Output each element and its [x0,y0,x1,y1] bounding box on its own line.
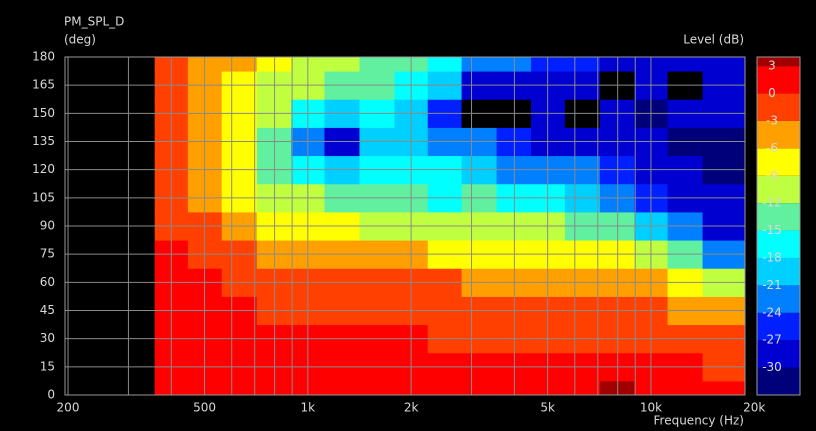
y-tick-label: 165 [32,78,55,92]
colorbar-band [757,57,800,67]
colorbar-tick-label: -18 [762,250,782,264]
heat-cell [702,380,745,395]
y-tick-label: 75 [40,247,55,261]
y-tick-label: 60 [40,275,55,289]
colorbar-band [757,175,800,204]
y-tick-label: 30 [40,331,55,345]
colorbar-tick-label: -9 [766,168,778,182]
heat-cell [324,57,360,72]
x-tick-label: 200 [57,401,80,415]
x-tick-label: 10k [640,401,662,415]
x-axis-label: Frequency (Hz) [654,414,745,428]
y-tick-label: 135 [32,134,55,148]
colorbar-frame [756,56,801,396]
colorbar-band [757,93,800,121]
colorbar-tick-label: 0 [768,86,776,100]
heat-cell [359,380,395,395]
y-tick-label: 45 [40,303,55,317]
colorbar-band [757,148,800,176]
heat-cell [221,57,258,72]
y-axis-label: (deg) [64,33,96,47]
y-tick-label: 90 [40,219,55,233]
y-tick-label: 105 [32,190,55,204]
colorbar-band [757,66,800,94]
heat-cell [461,380,498,395]
colorbar-band [757,367,800,395]
y-tick-label: 150 [32,106,55,120]
colorbar-tick-label: 3 [768,59,776,73]
chart-title: PM_SPL_D [64,15,124,29]
x-tick-label: 2k [404,401,419,415]
x-tick-label: 500 [193,401,216,415]
heat-cell [324,380,360,395]
colorbar-band [757,120,800,149]
heat-cell [531,380,566,395]
x-tick-label: 1k [301,401,316,415]
colorbar-band [757,230,800,258]
heat-cell [531,57,566,72]
colorbar-tick-label: -27 [762,333,782,347]
colorbar-band [757,285,800,313]
colorbar-tick-label: -3 [766,113,778,127]
heat-cell [702,57,745,72]
colorbar-tick-label: -6 [766,141,778,155]
colorbar-tick-label: -12 [762,196,782,210]
colorbar-band [757,312,800,341]
x-tick-label: 5k [540,401,555,415]
y-tick-label: 180 [32,50,55,64]
colorbar-tick-label: -30 [762,360,782,374]
heat-cell [564,57,601,72]
heat-cell [187,57,223,72]
colorbar-tick-label: -24 [762,305,782,319]
overlay: 200 500 1k 2k 5k 10k 20k0153045607590105120135… [32,50,801,415]
heat-cell [359,57,395,72]
y-tick-label: 0 [47,388,55,402]
colorbar-label: Level (dB) [683,33,744,47]
colorbar-tick-label: -21 [762,278,782,292]
heat-cell [221,380,258,395]
heat-cell [427,380,463,395]
y-tick-label: 15 [40,359,55,373]
colorbar-band [757,257,800,286]
colorbar-band [757,340,800,368]
heat-cell [667,380,704,395]
heat-cell [667,57,704,72]
heat-cell [427,57,463,72]
colorbar-tick-label: -15 [762,223,782,237]
x-tick-label: 20k [743,401,765,415]
heat-cell [564,380,601,395]
heat-cell [187,380,223,395]
plot-frame [64,56,746,396]
heat-cell [461,57,498,72]
colorbar-band [757,203,800,231]
y-tick-label: 120 [32,162,55,176]
